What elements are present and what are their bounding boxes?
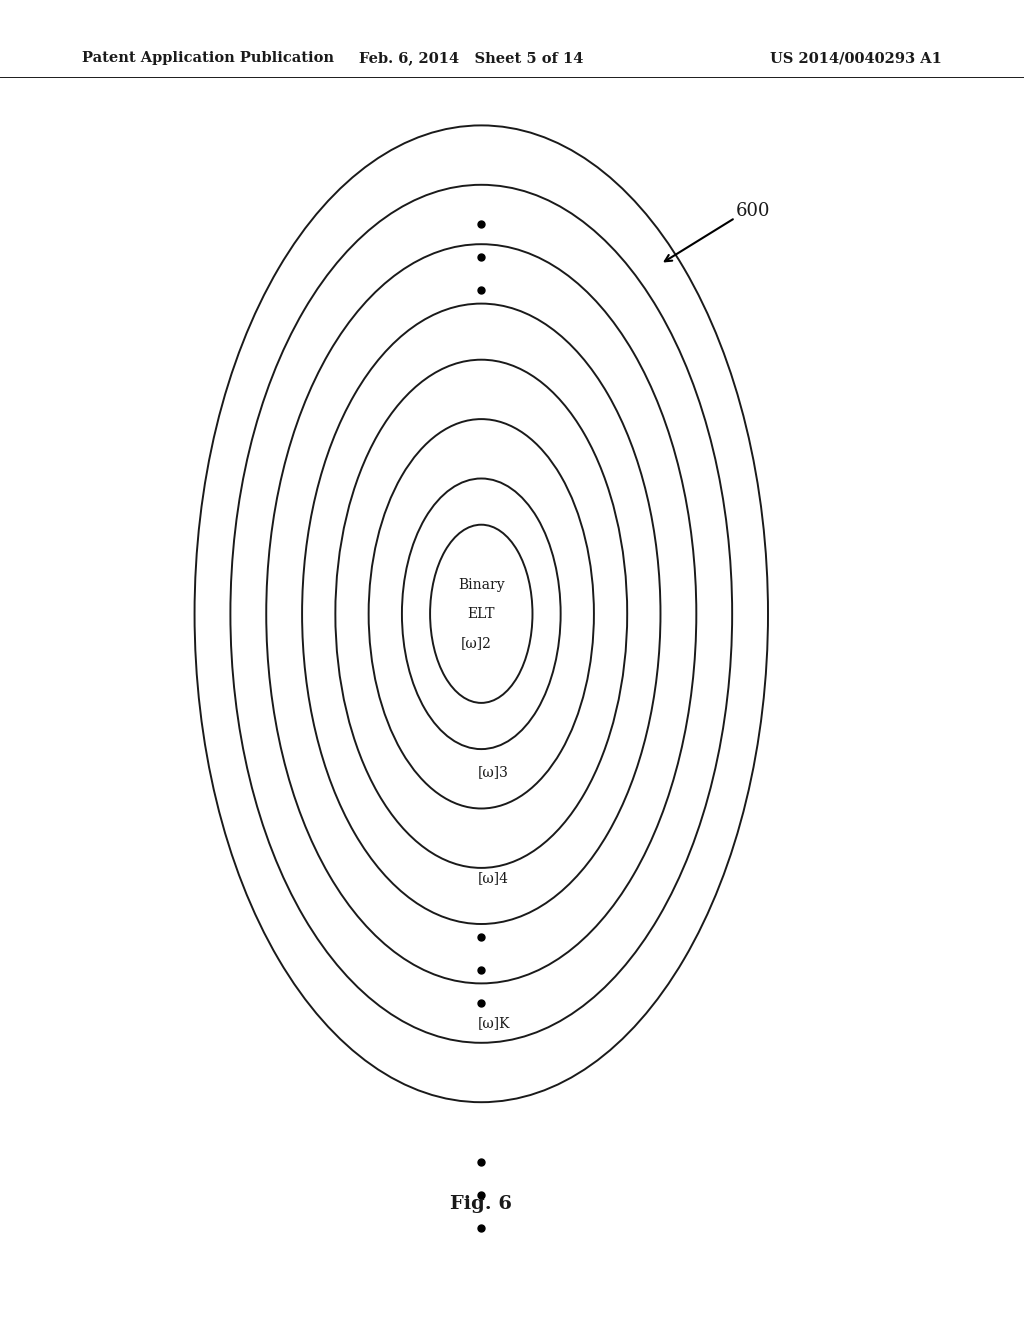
Text: [ω]4: [ω]4	[478, 871, 509, 884]
Text: Fig. 6: Fig. 6	[451, 1195, 512, 1213]
Text: ELT: ELT	[468, 607, 495, 620]
Text: US 2014/0040293 A1: US 2014/0040293 A1	[770, 51, 942, 65]
Text: [ω]3: [ω]3	[478, 766, 509, 779]
Text: Feb. 6, 2014   Sheet 5 of 14: Feb. 6, 2014 Sheet 5 of 14	[358, 51, 584, 65]
Text: [ω]2: [ω]2	[461, 636, 492, 649]
Text: [ω]K: [ω]K	[477, 1016, 510, 1030]
Text: Binary: Binary	[458, 578, 505, 591]
Text: Patent Application Publication: Patent Application Publication	[82, 51, 334, 65]
Text: 600: 600	[735, 202, 770, 220]
